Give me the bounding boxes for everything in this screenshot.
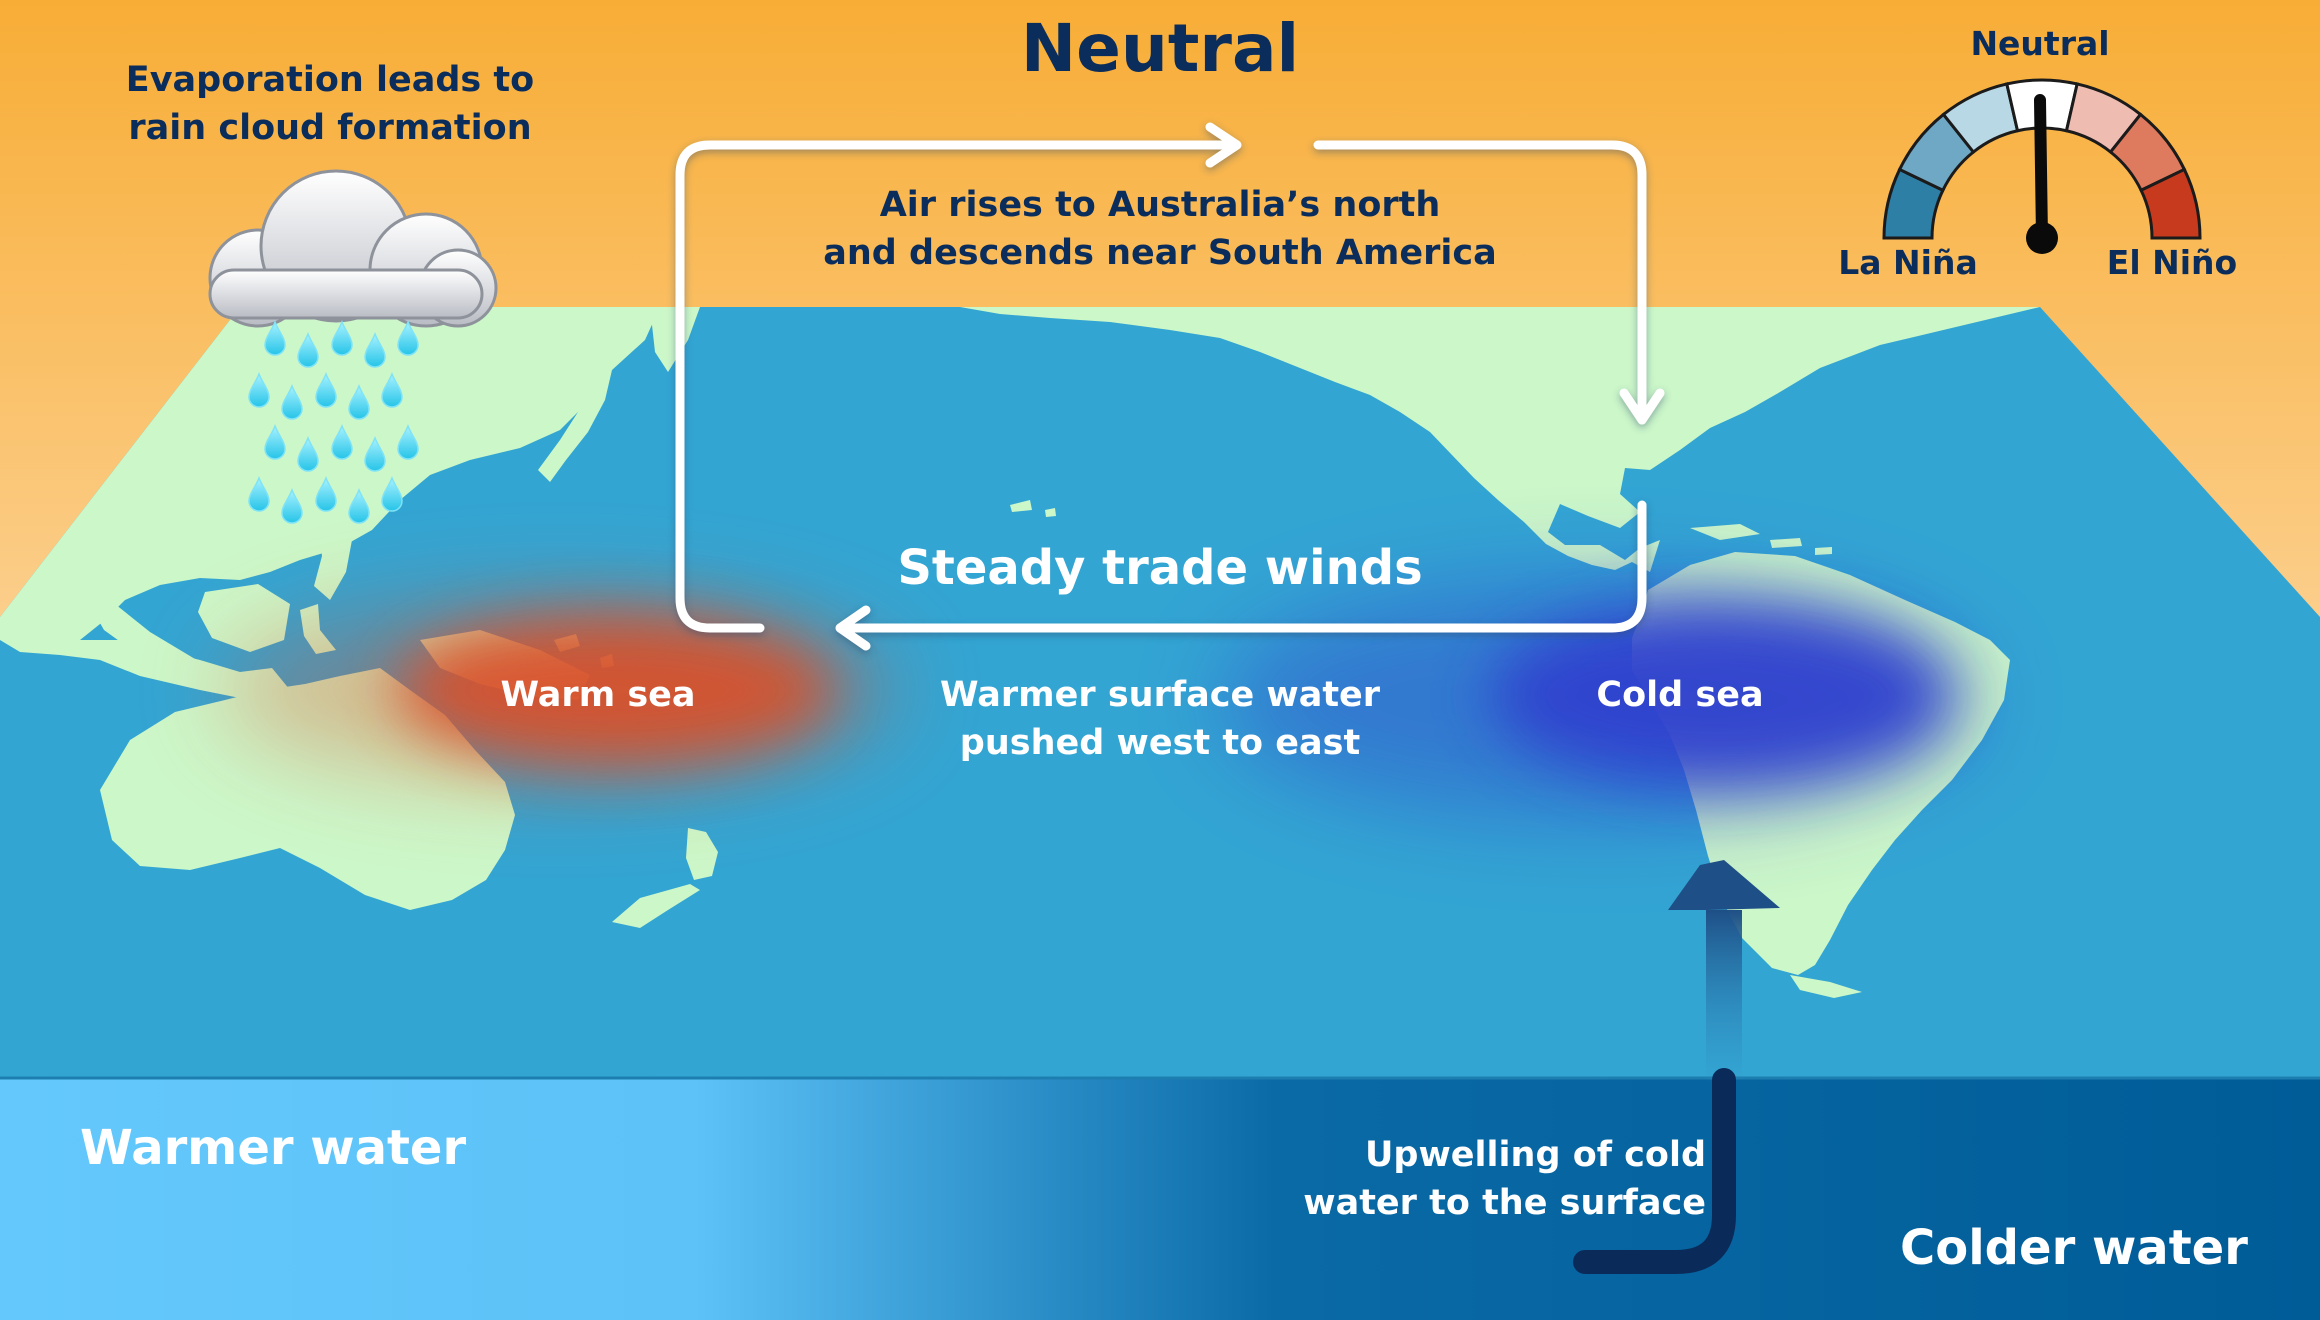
evaporation-caption-line1: Evaporation leads to xyxy=(125,60,535,100)
trade-winds-label: Steady trade winds xyxy=(897,540,1423,596)
rain-drop xyxy=(397,319,419,356)
upwelling-shaft xyxy=(1706,910,1742,1085)
rain-drop xyxy=(364,331,386,368)
rain-drop xyxy=(381,475,403,512)
gauge-segment xyxy=(2139,167,2202,240)
rain-drop xyxy=(315,371,337,408)
trade-wind-arrow xyxy=(837,500,1647,633)
greenland xyxy=(1840,307,1960,340)
rain-drops xyxy=(248,319,419,524)
circulation-west-side xyxy=(675,140,1240,633)
rain-drop xyxy=(281,383,303,420)
rain-drop xyxy=(364,435,386,472)
rain-drop xyxy=(297,331,319,368)
warm-sea-label: Warm sea xyxy=(500,675,696,715)
gauge-neutral-label: Neutral xyxy=(1970,24,2110,63)
sumatra-java xyxy=(80,588,200,672)
kamchatka xyxy=(650,307,700,372)
warm-sea-patch-outer xyxy=(220,595,900,785)
upwelling-caption-line2: water to the surface xyxy=(1303,1183,1706,1223)
trade-wind-arrowhead xyxy=(835,605,871,651)
cloud-shape xyxy=(208,169,498,328)
japan-island-north xyxy=(596,326,626,362)
cold-sea-label: Cold sea xyxy=(1596,675,1764,715)
circulation-top-arrowhead xyxy=(1205,122,1242,168)
rain-drop xyxy=(297,435,319,472)
circulation-east-side xyxy=(1313,140,1647,425)
rain-drop xyxy=(331,319,353,356)
surface-water-caption-line2: pushed west to east xyxy=(959,723,1361,763)
circulation-caption-line2: and descends near South America xyxy=(823,233,1497,273)
surface-water-caption-line1: Warmer surface water xyxy=(939,675,1381,715)
subsurface-layer xyxy=(0,1078,2320,1320)
rain-drop xyxy=(397,423,419,460)
tierra-del-fuego xyxy=(1790,975,1862,998)
philippines xyxy=(314,512,352,600)
rain-drop xyxy=(348,487,370,524)
colder-water-label: Colder water xyxy=(1900,1220,2248,1276)
diagram-title: Neutral xyxy=(1020,10,1300,87)
enso-gauge xyxy=(1882,78,2202,254)
rain-drop xyxy=(315,475,337,512)
new-zealand-south xyxy=(612,884,700,928)
caribbean-islands xyxy=(1690,524,1832,555)
rain-drop xyxy=(331,423,353,460)
evaporation-caption-line2: rain cloud formation xyxy=(128,108,532,148)
circulation-caption-line1: Air rises to Australia’s north xyxy=(879,185,1441,225)
gauge-needle xyxy=(2034,94,2048,244)
gauge-segments xyxy=(1882,78,2202,240)
circulation-descend-arrowhead xyxy=(1619,388,1665,425)
rain-drop xyxy=(264,319,286,356)
japan-island xyxy=(538,370,612,482)
rain-cloud-icon xyxy=(208,169,498,524)
upwelling-arrowhead xyxy=(1668,860,1780,910)
rain-drop xyxy=(348,383,370,420)
tasmania xyxy=(368,864,404,898)
rain-drop xyxy=(281,487,303,524)
rain-drop xyxy=(248,475,270,512)
cold-sea-patch-outer xyxy=(1220,580,1980,820)
rain-drop xyxy=(381,371,403,408)
gauge-el-nino-label: El Niño xyxy=(2106,243,2238,282)
warmer-water-label: Warmer water xyxy=(80,1120,467,1176)
gauge-pivot xyxy=(2026,222,2058,254)
rain-drop xyxy=(264,423,286,460)
north-america xyxy=(960,307,2040,572)
upwelling-arrow xyxy=(1573,860,1780,1274)
borneo xyxy=(198,584,290,652)
upwelling-caption-line1: Upwelling of cold xyxy=(1365,1135,1706,1175)
rain-drop xyxy=(248,371,270,408)
gauge-la-nina-label: La Niña xyxy=(1838,243,1978,282)
upwelling-pipe xyxy=(1573,1068,1736,1274)
new-zealand-north xyxy=(686,828,718,880)
walker-circulation xyxy=(675,122,1665,651)
